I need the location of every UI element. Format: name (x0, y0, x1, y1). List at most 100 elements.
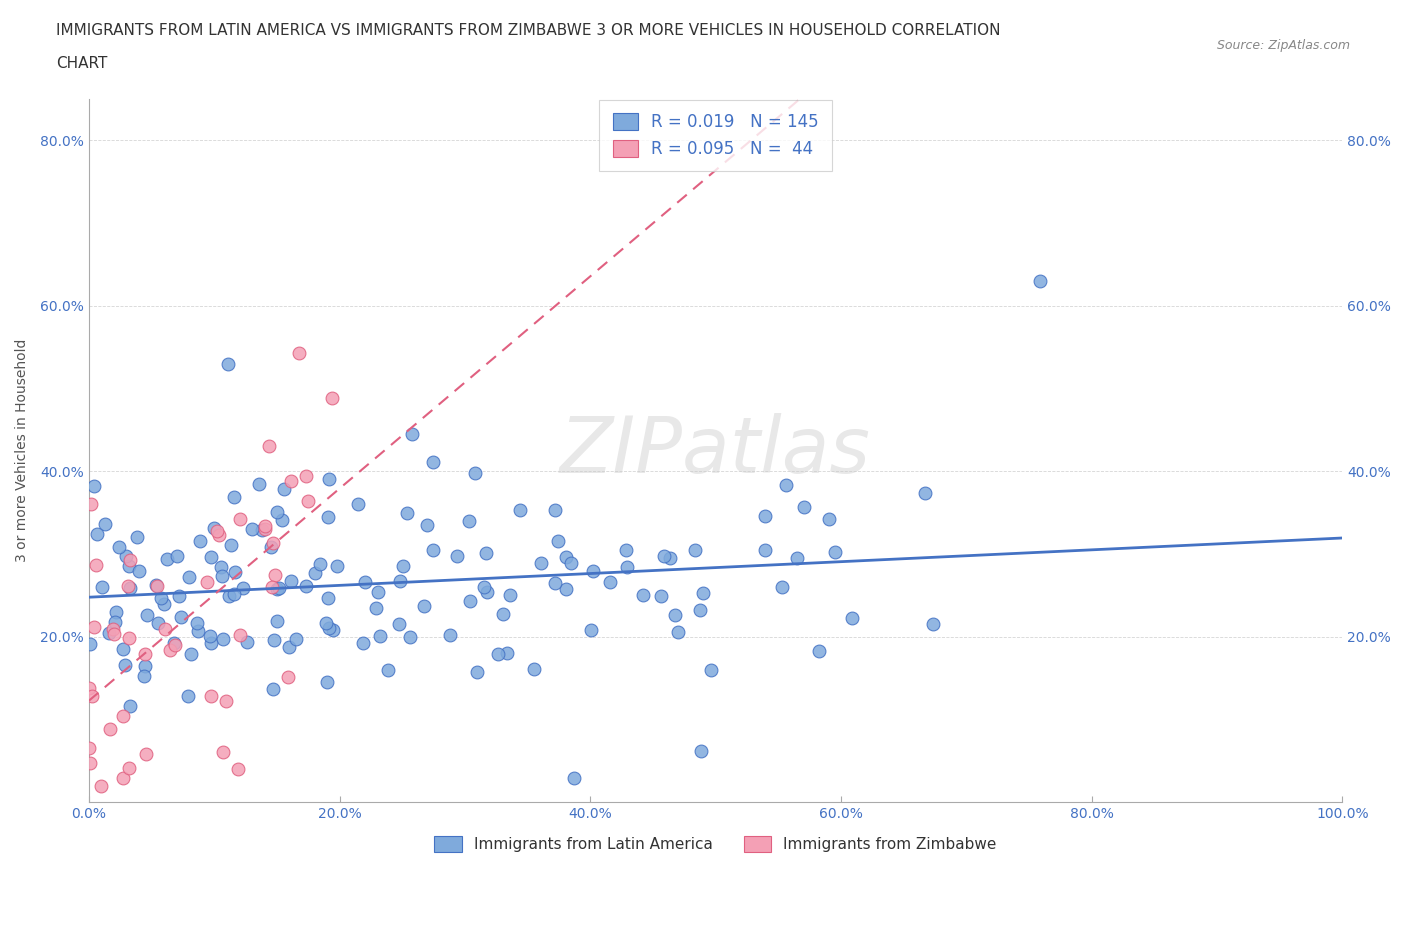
Point (217, 356, 239, 371)
Point (79, 755, 101, 770)
Point (346, 497, 368, 512)
Point (219, 538, 242, 552)
Point (399, 630, 422, 644)
Point (229, 512, 252, 526)
Point (463, 465, 485, 480)
Point (841, 610, 863, 625)
Point (392, 559, 415, 574)
Point (263, 568, 285, 583)
Point (114, 658, 136, 672)
Point (560, 555, 582, 570)
Point (267, 581, 290, 596)
Point (145, 578, 167, 592)
Point (209, 560, 232, 575)
Point (280, 574, 302, 589)
Point (315, 616, 337, 631)
Point (111, 770, 134, 785)
Point (222, 489, 245, 504)
Point (492, 606, 515, 621)
Point (294, 578, 316, 593)
Point (422, 454, 444, 469)
Point (86, 526, 108, 541)
Point (207, 524, 229, 538)
Point (278, 640, 301, 655)
Point (295, 469, 318, 484)
Point (689, 603, 711, 618)
Point (94, 517, 117, 532)
Point (297, 494, 319, 509)
Point (262, 682, 284, 697)
Point (530, 555, 553, 570)
Point (664, 607, 686, 622)
Text: IMMIGRANTS FROM LATIN AMERICA VS IMMIGRANTS FROM ZIMBABWE 3 OR MORE VEHICLES IN : IMMIGRANTS FROM LATIN AMERICA VS IMMIGRA… (56, 23, 1001, 38)
Point (318, 472, 340, 486)
Point (79, 740, 101, 755)
Point (155, 551, 177, 566)
Point (166, 549, 188, 564)
Text: ZIPatlas: ZIPatlas (560, 413, 870, 488)
Point (266, 504, 288, 519)
Point (692, 586, 714, 601)
Point (700, 663, 723, 678)
Point (104, 604, 127, 619)
Point (146, 578, 169, 593)
Point (134, 646, 156, 661)
Point (250, 523, 273, 538)
Point (775, 478, 797, 493)
Point (316, 509, 339, 524)
Point (817, 512, 839, 526)
Point (318, 591, 340, 605)
Point (288, 345, 311, 360)
Point (101, 622, 124, 637)
Point (253, 522, 276, 537)
Point (262, 536, 284, 551)
Point (325, 558, 347, 573)
Point (257, 438, 280, 453)
Point (132, 669, 155, 684)
Point (125, 529, 148, 544)
Point (187, 624, 209, 639)
Point (793, 499, 815, 514)
Point (318, 621, 340, 636)
Point (523, 661, 546, 676)
Point (465, 665, 488, 680)
Point (112, 709, 135, 724)
Point (120, 553, 142, 568)
Point (98, 625, 121, 640)
Point (226, 762, 249, 777)
Point (364, 601, 387, 616)
Point (212, 745, 235, 760)
Point (316, 675, 339, 690)
Point (666, 625, 689, 640)
Point (808, 644, 831, 658)
Point (266, 613, 288, 628)
Point (134, 658, 156, 673)
Point (170, 609, 193, 624)
Point (120, 580, 142, 595)
Point (202, 520, 225, 535)
Point (273, 482, 295, 497)
Point (146, 616, 169, 631)
Point (111, 642, 134, 657)
Point (824, 545, 846, 560)
Point (582, 564, 605, 578)
Point (472, 580, 495, 595)
Point (354, 575, 377, 590)
Point (368, 628, 391, 643)
Point (446, 549, 468, 564)
Point (135, 747, 157, 762)
Point (186, 615, 208, 630)
Point (388, 617, 411, 631)
Point (152, 596, 174, 611)
Point (921, 617, 943, 631)
Point (117, 578, 139, 593)
Point (222, 587, 245, 602)
Point (200, 688, 222, 703)
Point (914, 485, 936, 500)
Point (79, 636, 101, 651)
Point (377, 662, 399, 677)
Point (90, 579, 112, 594)
Point (488, 646, 510, 661)
Point (211, 569, 233, 584)
Point (167, 589, 190, 604)
